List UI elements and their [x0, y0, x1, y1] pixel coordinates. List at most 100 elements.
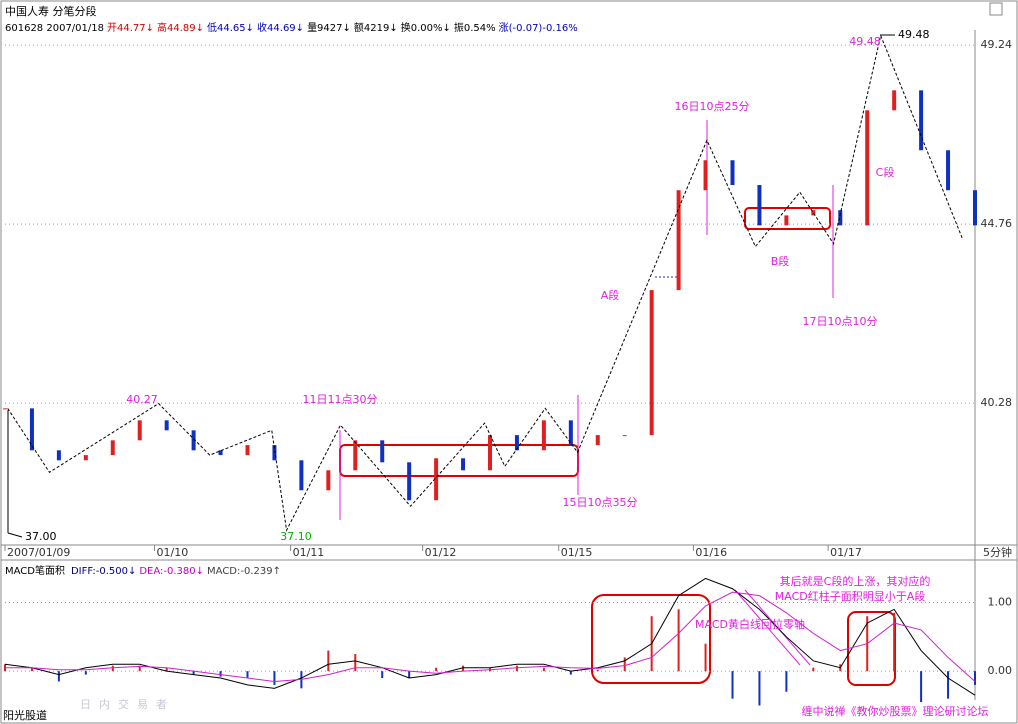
candle — [919, 90, 924, 151]
footer-right: 缠中说禅《教你炒股票》理论研讨论坛 — [802, 704, 989, 718]
candle — [29, 408, 34, 451]
macd-bar — [704, 643, 707, 672]
quote-item: 振0.54% — [453, 23, 496, 34]
y-tick-label: 40.28 — [981, 396, 1013, 409]
candle — [218, 450, 223, 456]
leader-line — [7, 532, 23, 538]
candle — [137, 420, 142, 441]
macd-bar — [30, 667, 33, 672]
candle — [622, 435, 627, 437]
macd-bar — [758, 671, 761, 706]
highlight-box — [847, 611, 896, 686]
candle — [164, 420, 169, 431]
annotation: MACD黄白线回拉零轴 — [695, 617, 805, 631]
macd-line — [4, 577, 976, 696]
annotation: MACD红柱子面积明显小于A段 — [775, 589, 926, 603]
annotation: 49.48 — [898, 28, 930, 41]
annotation: 15日10点35分 — [563, 496, 638, 509]
x-tick-label: 01/17 — [830, 546, 862, 559]
y-tick-label: 49.24 — [981, 38, 1013, 51]
annotation: 49.48 — [849, 35, 881, 48]
x-tick-label: 01/16 — [695, 546, 727, 559]
candle — [946, 150, 951, 191]
candle — [514, 435, 519, 451]
candle — [865, 110, 870, 226]
macd-bar — [165, 667, 168, 672]
macd-bar — [596, 669, 599, 672]
macd-bar — [111, 665, 114, 672]
quote-item: 低44.65↓ — [207, 23, 255, 34]
quote-item: 换0.00%↓ — [400, 23, 451, 34]
macd-bar — [920, 671, 923, 703]
macd-bar — [542, 667, 545, 672]
candle — [973, 190, 977, 226]
window-button[interactable] — [989, 2, 1003, 16]
quote-item: 高44.89↓ — [157, 23, 205, 34]
x-tick-label: 01/10 — [157, 546, 189, 559]
candle — [272, 445, 277, 461]
candle — [3, 408, 7, 410]
candle — [730, 160, 735, 186]
candle — [407, 462, 412, 501]
macd-bar — [408, 671, 411, 679]
macd-line — [5, 591, 976, 682]
candle — [461, 458, 466, 471]
macd-bar — [138, 665, 141, 672]
annotation: 40.27 — [126, 393, 158, 406]
x-tick-label: 2007/01/09 — [7, 546, 70, 559]
segment-line — [7, 33, 964, 532]
macd-bar — [515, 665, 518, 672]
macd-bar — [462, 665, 465, 672]
candle — [326, 470, 331, 491]
quote-item: MACD:-0.239↑ — [207, 566, 281, 577]
macd-bar — [974, 671, 976, 685]
quote-item: 收44.69↓ — [257, 23, 305, 34]
macd-bar — [381, 671, 384, 679]
x-tick-label: 01/15 — [561, 546, 593, 559]
title: MACD笔面积 — [5, 566, 65, 577]
candle — [757, 185, 762, 226]
candle — [299, 460, 304, 491]
quote-item: 涨(-0.07)-0.16% — [498, 23, 578, 34]
quote-item: 量9427↓ — [307, 23, 351, 34]
highlight-box — [744, 207, 831, 230]
x-tick-label: 01/12 — [425, 546, 457, 559]
macd-bar — [354, 653, 357, 672]
annotation: 17日10点10分 — [803, 315, 878, 328]
candle — [434, 458, 439, 501]
macd-bar — [219, 671, 222, 677]
macd-bar — [84, 671, 87, 675]
candle — [676, 190, 681, 291]
candle — [838, 210, 843, 226]
quote-item: 601628 2007/01/18 — [5, 23, 104, 34]
title: 中国人寿 分笔分段 — [5, 5, 97, 18]
annotation: 37.00 — [25, 530, 57, 543]
annotation: 16日10点25分 — [675, 100, 750, 113]
header: 中国人寿 分笔分段 601628 2007/01/18 开44.77↓ 高44.89↓… — [5, 3, 581, 34]
macd-bar — [192, 671, 195, 675]
quote-item: DEA:-0.380↓ — [139, 566, 205, 577]
candle — [380, 440, 385, 463]
annotation: 其后就是C段的上涨，其对应的 — [780, 574, 931, 588]
macd-bar — [893, 612, 896, 672]
candle — [245, 445, 250, 456]
candle — [784, 215, 789, 226]
y-tick-label: 0.00 — [988, 664, 1013, 677]
candle — [110, 440, 115, 456]
candle — [541, 420, 546, 451]
y-tick-label: 1.00 — [988, 595, 1013, 608]
candle — [811, 210, 816, 216]
candle — [353, 440, 358, 471]
candle — [191, 430, 196, 451]
annotation: 11日11点30分 — [303, 393, 378, 406]
macd-bar — [731, 671, 734, 699]
quote-item: DIFF:-0.500↓ — [70, 566, 137, 577]
watermark: 日内交易者 — [80, 697, 175, 711]
macd-bar — [246, 671, 249, 679]
quote-item: 开44.77↓ — [107, 23, 155, 34]
candle — [568, 420, 573, 446]
macd-bar — [785, 671, 788, 692]
